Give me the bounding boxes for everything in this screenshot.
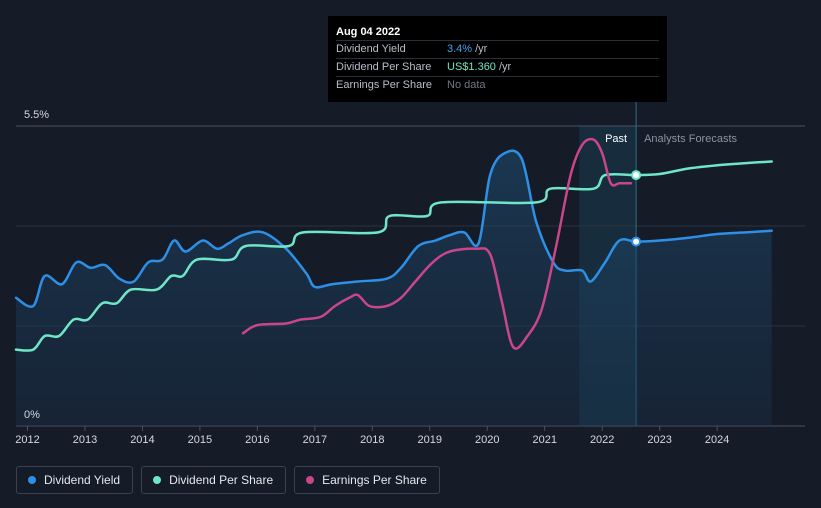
- legend-label: Dividend Yield: [44, 473, 121, 487]
- y-axis-label-top: 5.5%: [24, 109, 49, 121]
- tooltip-label: Earnings Per Share: [336, 79, 432, 91]
- x-tick-label: 2023: [647, 434, 671, 446]
- past-label: Past: [605, 133, 627, 145]
- dividend_per_share-today-marker: [631, 170, 642, 181]
- tooltip-label: Dividend Yield: [336, 43, 406, 55]
- forecast-label: Analysts Forecasts: [644, 133, 737, 145]
- x-tick-label: 2018: [360, 434, 384, 446]
- x-tick-label: 2012: [15, 434, 39, 446]
- tooltip-row-dividend-yield: Dividend Yield 3.4% /yr: [336, 40, 659, 58]
- dividend_yield-line: [14, 149, 773, 308]
- x-tick-label: 2021: [532, 434, 556, 446]
- legend-dot-icon: [28, 476, 36, 484]
- legend-dot-icon: [153, 476, 162, 484]
- x-tick-label: 2022: [590, 434, 614, 446]
- dividend_yield-today-marker: [631, 236, 642, 247]
- dividend_yield-area: [16, 150, 772, 426]
- legend-label: Earnings Per Share: [322, 473, 427, 487]
- tooltip-unit: /yr: [475, 43, 488, 55]
- chart-legend: Dividend Yield Dividend Per Share Earnin…: [16, 466, 440, 494]
- tooltip-value: 3.4%: [447, 43, 473, 55]
- area-layer: [16, 150, 772, 426]
- legend-dot-icon: [306, 476, 315, 484]
- tooltip-row-dividend-per-share: Dividend Per Share US$1.360 /yr: [336, 58, 659, 76]
- x-tick-label: 2019: [418, 434, 442, 446]
- y-axis-label-bottom: 0%: [24, 409, 40, 421]
- legend-earnings-per-share[interactable]: Earnings Per Share: [294, 466, 440, 494]
- x-tick-label: 2015: [188, 434, 212, 446]
- tooltip-date: Aug 04 2022: [336, 26, 401, 38]
- tooltip-row-earnings-per-share: Earnings Per Share No data: [336, 76, 659, 94]
- tooltip-value: No data: [447, 79, 486, 91]
- x-tick-label: 2014: [130, 434, 154, 446]
- chart-tooltip: Aug 04 2022 Dividend Yield 3.4% /yr Divi…: [328, 16, 667, 102]
- x-tick-label: 2020: [475, 434, 499, 446]
- x-tick-label: 2016: [245, 434, 269, 446]
- earnings_per_share-line: [241, 137, 633, 350]
- x-tick-label: 2017: [303, 434, 327, 446]
- legend-label: Dividend Per Share: [169, 473, 274, 487]
- legend-dividend-yield[interactable]: Dividend Yield: [16, 466, 134, 494]
- tooltip-label: Dividend Per Share: [336, 61, 432, 73]
- legend-dividend-per-share[interactable]: Dividend Per Share: [141, 466, 287, 494]
- x-tick-label: 2024: [705, 434, 729, 446]
- label-layer: 5.5% 0% Past Analysts Forecasts 2012 2013 2014…: [15, 109, 737, 446]
- tooltip-unit: /yr: [498, 61, 512, 73]
- marker-layer: [631, 170, 642, 247]
- tooltip-value: US$1.360: [447, 61, 496, 73]
- x-tick-label: 2013: [73, 434, 97, 446]
